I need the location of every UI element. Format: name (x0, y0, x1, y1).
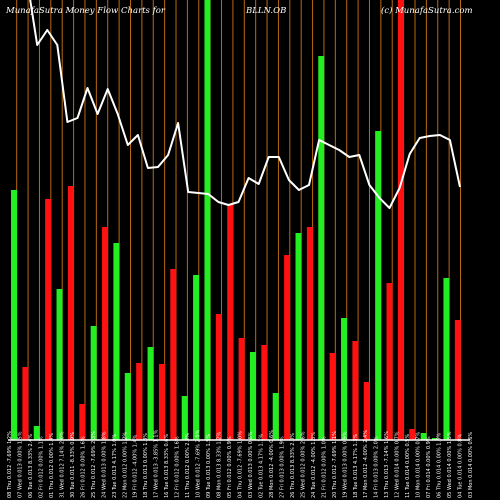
x-tick-label: 02 Tue 0.013 4.17% 1.1% (259, 434, 265, 498)
bars (11, 0, 461, 440)
x-tick-label: 08 Thu 0.012 -7.69% 1.2% (7, 431, 13, 498)
x-tick-label: 05 Wed 0.014 0.00% 1.5% (447, 431, 453, 498)
chart-header-title: MunafaSutra Money Flow Charts for (6, 6, 165, 16)
bar-14 (158, 364, 165, 440)
x-tick-label: 11 Tue 0.014 0.00% 0.5% (405, 434, 411, 498)
bar-25 (284, 255, 291, 440)
bar-11 (124, 373, 131, 440)
bar-7 (79, 404, 86, 440)
bar-28 (318, 56, 325, 440)
x-tick-label: 28 Mon 0.012 -4.00% 0.6% (269, 430, 275, 498)
bar-22 (249, 352, 256, 440)
line-series (29, 0, 461, 209)
x-tick-label: 18 Tue 0.013 4.17% 1.3% (353, 434, 359, 498)
bar-5 (56, 289, 63, 440)
x-tick-label: 27 Fri 0.013 0.00% 1.9% (279, 436, 285, 498)
bar-37 (420, 433, 427, 440)
x-tick-label: 03 Wed 0.013 0.00% 0.8% (248, 431, 254, 498)
x-tick-label: 25 Wed 0.012 0.00% 2.6% (300, 431, 306, 498)
bar-15 (170, 269, 177, 440)
x-tick-label: 03 Mon 0.014 0.00% 0.6% (468, 432, 474, 498)
x-tick-label: 30 Tue 0.011 -8.33% 0.9% (70, 432, 76, 498)
x-tick-label: 13 Thu 0.013 -7.14% 1.6% (384, 431, 390, 498)
bar-34 (386, 283, 393, 440)
bar-3 (33, 426, 40, 440)
money-flow-line (29, 0, 461, 209)
bar-31 (352, 341, 359, 440)
x-tick-label: 11 Thu 0.012 0.00% 2.2% (185, 433, 191, 498)
bar-16 (181, 396, 188, 440)
x-tick-label: 25 Thu 0.012 -7.69% 2.3% (91, 431, 97, 498)
x-tick-label: 16 Tue 0.013 8.33% 0.6% (164, 434, 170, 498)
bar-12 (136, 363, 143, 440)
bar-30 (341, 318, 348, 440)
x-tick-label: 14 Fri 0.013 0.00% 2.0% (374, 436, 380, 498)
chart-header-brand: (c) MunafaSutra.com (381, 6, 473, 16)
bar-1 (11, 190, 17, 440)
bar-4 (45, 199, 52, 440)
chart-header-symbol: BLLN.OB (246, 6, 287, 16)
x-tick-label: 10 Wed 0.012 -7.69% 2.0% (196, 429, 202, 498)
bar-27 (306, 227, 313, 440)
x-tick-label: 22 Mon 0.012 0.00% 1.2% (122, 432, 128, 498)
x-tick-label: 26 Fri 0.012 0.00% 1.6% (80, 436, 86, 498)
x-tick-label: 10 Mon 0.014 0.00% 0.7% (416, 432, 422, 498)
bar-23 (261, 345, 268, 440)
bar-17 (193, 275, 200, 440)
x-tick-label: 17 Wed 0.013 -3.85% 1.1% (154, 429, 160, 498)
bar-38 (432, 438, 439, 440)
x-tick-label: 31 Wed 0.012 7.14% 2.0% (59, 431, 65, 498)
bar-26 (295, 233, 302, 440)
x-tick-label: 19 Wed 0.013 0.00% 0.9% (342, 431, 348, 498)
x-tick-label: 12 Wed 0.014 0.00% 0.7% (395, 431, 401, 498)
bar-13 (147, 347, 154, 440)
bar-2 (22, 367, 29, 440)
bar-8 (90, 326, 97, 440)
x-tick-label: 09 Tue 0.013 0.00% 1.5% (206, 434, 212, 498)
x-tick-label: 19 Fri 0.012 -4.00% 1.4% (133, 434, 139, 498)
bar-19 (215, 314, 222, 440)
bar-6 (67, 186, 74, 440)
bar-20 (227, 205, 234, 440)
bar-24 (272, 393, 279, 440)
x-tick-label: 24 Wed 0.013 0.00% 1.8% (101, 431, 107, 498)
x-tick-label: 26 Thu 0.013 8.33% 2.0% (290, 433, 296, 498)
x-tick-label: 12 Fri 0.012 0.00% 1.6% (175, 436, 181, 498)
x-tick-label: 05 Fri 0.012 0.00% 0.9% (227, 436, 233, 498)
x-tick-label: 23 Tue 0.013 4.17% 1.0% (112, 434, 118, 498)
x-tick-label: 17 Mon 0.012 -4.00% 2.4% (363, 430, 369, 498)
bar-18 (204, 0, 211, 440)
x-tick-label: 24 Tue 0.012 -4.00% 1.3% (311, 432, 317, 498)
bar-32 (363, 382, 370, 440)
bar-10 (113, 243, 120, 440)
bar-21 (238, 338, 245, 440)
x-tick-label: 04 Tue 0.014 0.00% 0.8% (458, 434, 464, 498)
x-tick-label: 07 Fri 0.014 0.00% 0.9% (426, 436, 432, 498)
x-tick-label: 20 Thu 0.012 -7.69% 1.1% (332, 431, 338, 498)
bar-29 (329, 353, 336, 440)
x-tick-label: 02 Fri 0.012 0.00% 1.1% (38, 436, 44, 498)
x-tick-label: 01 Thu 0.012 0.00% 1.4% (49, 433, 55, 498)
x-tick-label: 18 Thu 0.013 0.00% 1.3% (143, 433, 149, 498)
x-tick-label: 08 Mon 0.013 8.33% 1.2% (217, 432, 223, 498)
x-tick-labels: 08 Thu 0.012 -7.69% 1.2% 07 Wed 0.013 0.0… (7, 429, 474, 498)
bar-36 (409, 429, 416, 440)
bar-39 (443, 278, 450, 440)
bar-40 (454, 320, 461, 440)
x-tick-label: 04 Thu 0.012 -7.69% 1.0% (238, 431, 244, 498)
x-tick-label: 06 Thu 0.014 0.00% 1.6% (437, 433, 443, 498)
bar-35 (397, 0, 404, 440)
bar-33 (375, 131, 382, 440)
x-tick-label: 06 Tue 0.013 8.33% 2.4% (28, 434, 34, 498)
x-tick-label: 07 Wed 0.013 0.00% 1.5% (18, 431, 24, 498)
bar-9 (102, 227, 109, 440)
x-tick-label: 21 Fri 0.012 0.00% 1.0% (321, 436, 327, 498)
